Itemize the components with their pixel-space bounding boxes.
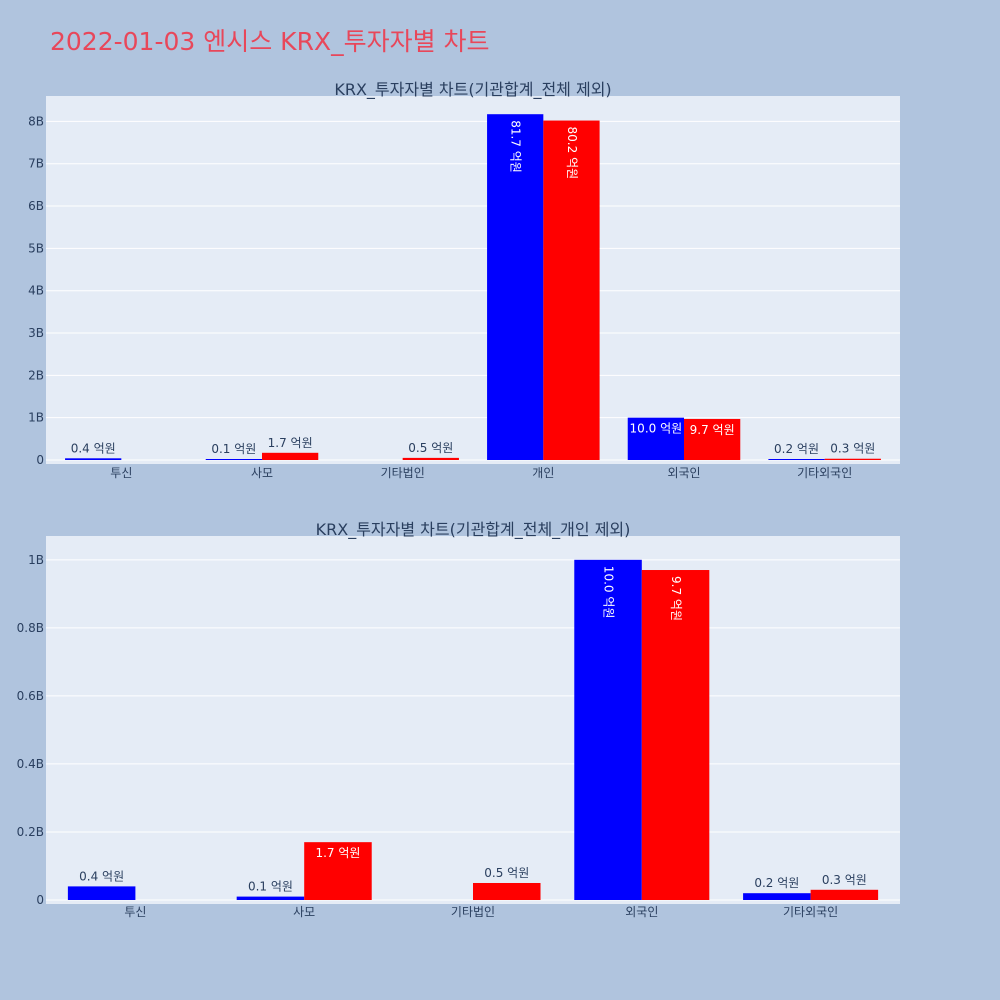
bar [236,896,305,900]
y-tick-label: 0.6B [17,689,44,703]
data-label: 1.7 억원 [315,846,360,860]
bar [473,882,541,900]
y-tick-label: 1B [28,553,44,567]
data-label: 0.1 억원 [248,880,293,894]
bar [543,120,600,461]
bar [768,459,825,460]
x-tick-label: 기타외국인 [797,466,852,480]
bar [304,842,372,900]
y-tick-label: 2B [28,368,44,382]
x-tick-label: 기타법인 [451,905,495,919]
bar [402,457,459,460]
y-tick-label: 8B [28,114,44,128]
x-tick-label: 투신 [110,466,132,480]
bar [262,452,319,460]
y-tick-label: 6B [28,199,44,213]
y-tick-label: 1B [28,411,44,425]
bar [641,570,710,900]
bar [743,893,811,900]
x-tick-label: 외국인 [667,466,700,480]
x-tick-label: 기타법인 [381,466,425,480]
x-tick-label: 외국인 [625,905,658,919]
bar [824,458,881,460]
bar [627,417,684,460]
bar [65,458,122,460]
y-tick-label: 4B [28,284,44,298]
data-label: 80.2 억원 [565,127,579,180]
data-label: 0.1 억원 [211,442,256,456]
data-label: 81.7 억원 [509,120,523,173]
chart-title: KRX_투자자별 차트(기관합계_전체 제외) [334,80,611,100]
data-label: 0.3 억원 [830,442,875,456]
data-label: 1.7 억원 [268,436,313,450]
data-label: 9.7 억원 [690,423,735,437]
y-tick-label: 0.4B [17,757,44,771]
x-tick-label: 투신 [124,905,146,919]
chart-title: KRX_투자자별 차트(기관합계_전체_개인 제외) [316,520,631,540]
y-tick-label: 7B [28,157,44,171]
y-tick-label: 0 [36,453,44,467]
data-label: 9.7 억원 [669,576,683,621]
data-label: 0.2 억원 [754,876,799,890]
x-tick-label: 사모 [251,466,273,480]
y-tick-label: 0.2B [17,825,44,839]
data-label: 10.0 억원 [630,422,683,436]
bar [67,886,136,900]
bar [684,418,741,460]
y-tick-label: 3B [28,326,44,340]
data-label: 0.5 억원 [408,441,453,455]
bar [574,559,642,900]
data-label: 0.4 억원 [79,869,124,883]
y-tick-label: 0 [36,893,44,907]
x-tick-label: 사모 [293,905,315,919]
data-label: 10.0 억원 [602,566,616,619]
y-tick-label: 5B [28,241,44,255]
bar [205,459,262,460]
x-tick-label: 개인 [532,466,554,480]
bar [487,114,544,460]
x-tick-label: 기타외국인 [783,905,838,919]
plot-area [46,96,900,464]
data-label: 0.2 억원 [774,442,819,456]
y-tick-label: 0.8B [17,621,44,635]
data-label: 0.4 억원 [71,441,116,455]
chart-upper: 0 1B 2B 3B 4B 5B 6B 7B 8B KRX_투자자별 차트(기관합계_전체 제외)… [28,80,900,480]
bar [810,889,879,900]
chart-lower: 0 0.2B 0.4B 0.6B 0.8B 1B KRX_투자자별 차트(기관합계_전체_개… [17,520,900,919]
page-title: 2022-01-03 엔시스 KRX_투자자별 차트 [50,27,490,56]
data-label: 0.3 억원 [822,873,867,887]
plot-area [46,536,900,904]
data-label: 0.5 억원 [484,866,529,880]
